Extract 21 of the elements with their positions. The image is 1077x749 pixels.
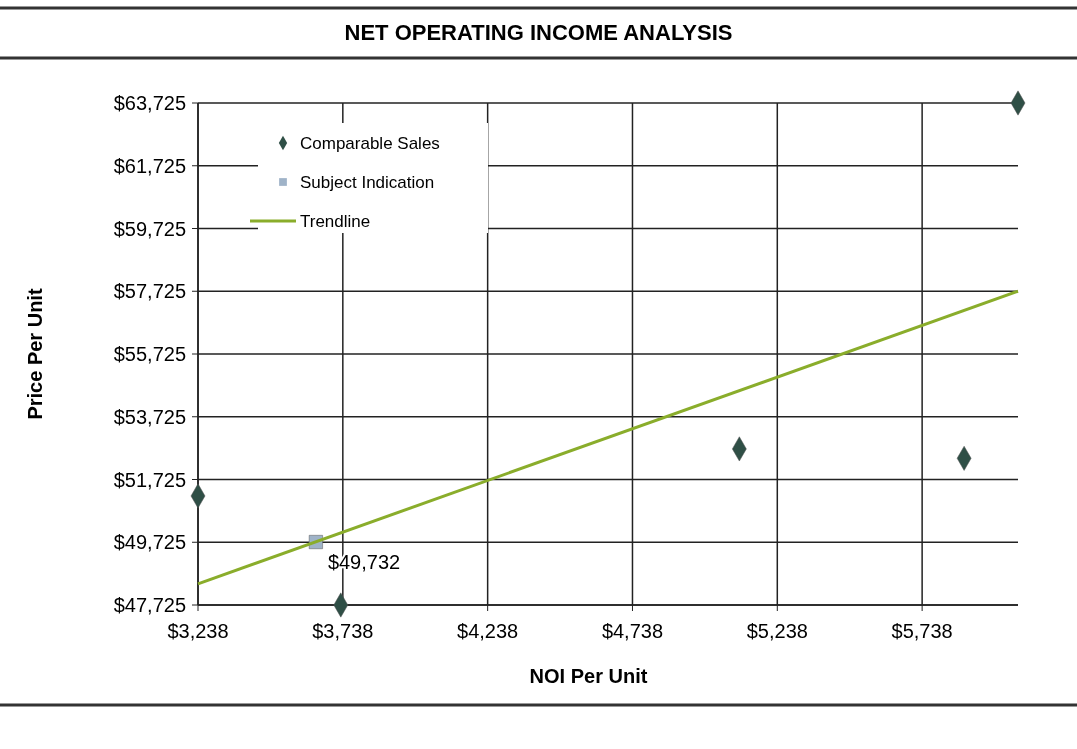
x-tick-label: $4,238 xyxy=(457,620,519,642)
y-tick-label: $57,725 xyxy=(113,280,186,303)
chart-title: NET OPERATING INCOME ANALYSIS xyxy=(344,20,733,45)
y-tick-label: $51,725 xyxy=(113,468,186,491)
legend-label: Subject Indication xyxy=(300,173,435,192)
y-tick-label: $59,725 xyxy=(113,217,186,240)
x-tick-label: $3,238 xyxy=(167,620,229,642)
y-tick-label: $47,725 xyxy=(113,594,186,616)
y-tick-label: $61,725 xyxy=(113,154,186,177)
y-tick-label: $49,725 xyxy=(113,531,186,554)
x-axis-title: NOI Per Unit xyxy=(529,665,648,687)
x-tick-label: $5,238 xyxy=(746,620,808,642)
y-tick-label: $53,725 xyxy=(113,405,186,428)
x-tick-label: $4,738 xyxy=(601,620,664,642)
x-tick-label: $5,738 xyxy=(891,620,953,642)
y-tick-label: $55,725 xyxy=(113,343,186,365)
x-tick-label: $3,738 xyxy=(312,620,374,642)
legend-label: Trendline xyxy=(300,212,371,231)
y-axis-title: Price Per Unit xyxy=(24,288,46,420)
y-tick-label: $63,725 xyxy=(113,92,186,114)
legend-label: Comparable Sales xyxy=(300,134,440,153)
